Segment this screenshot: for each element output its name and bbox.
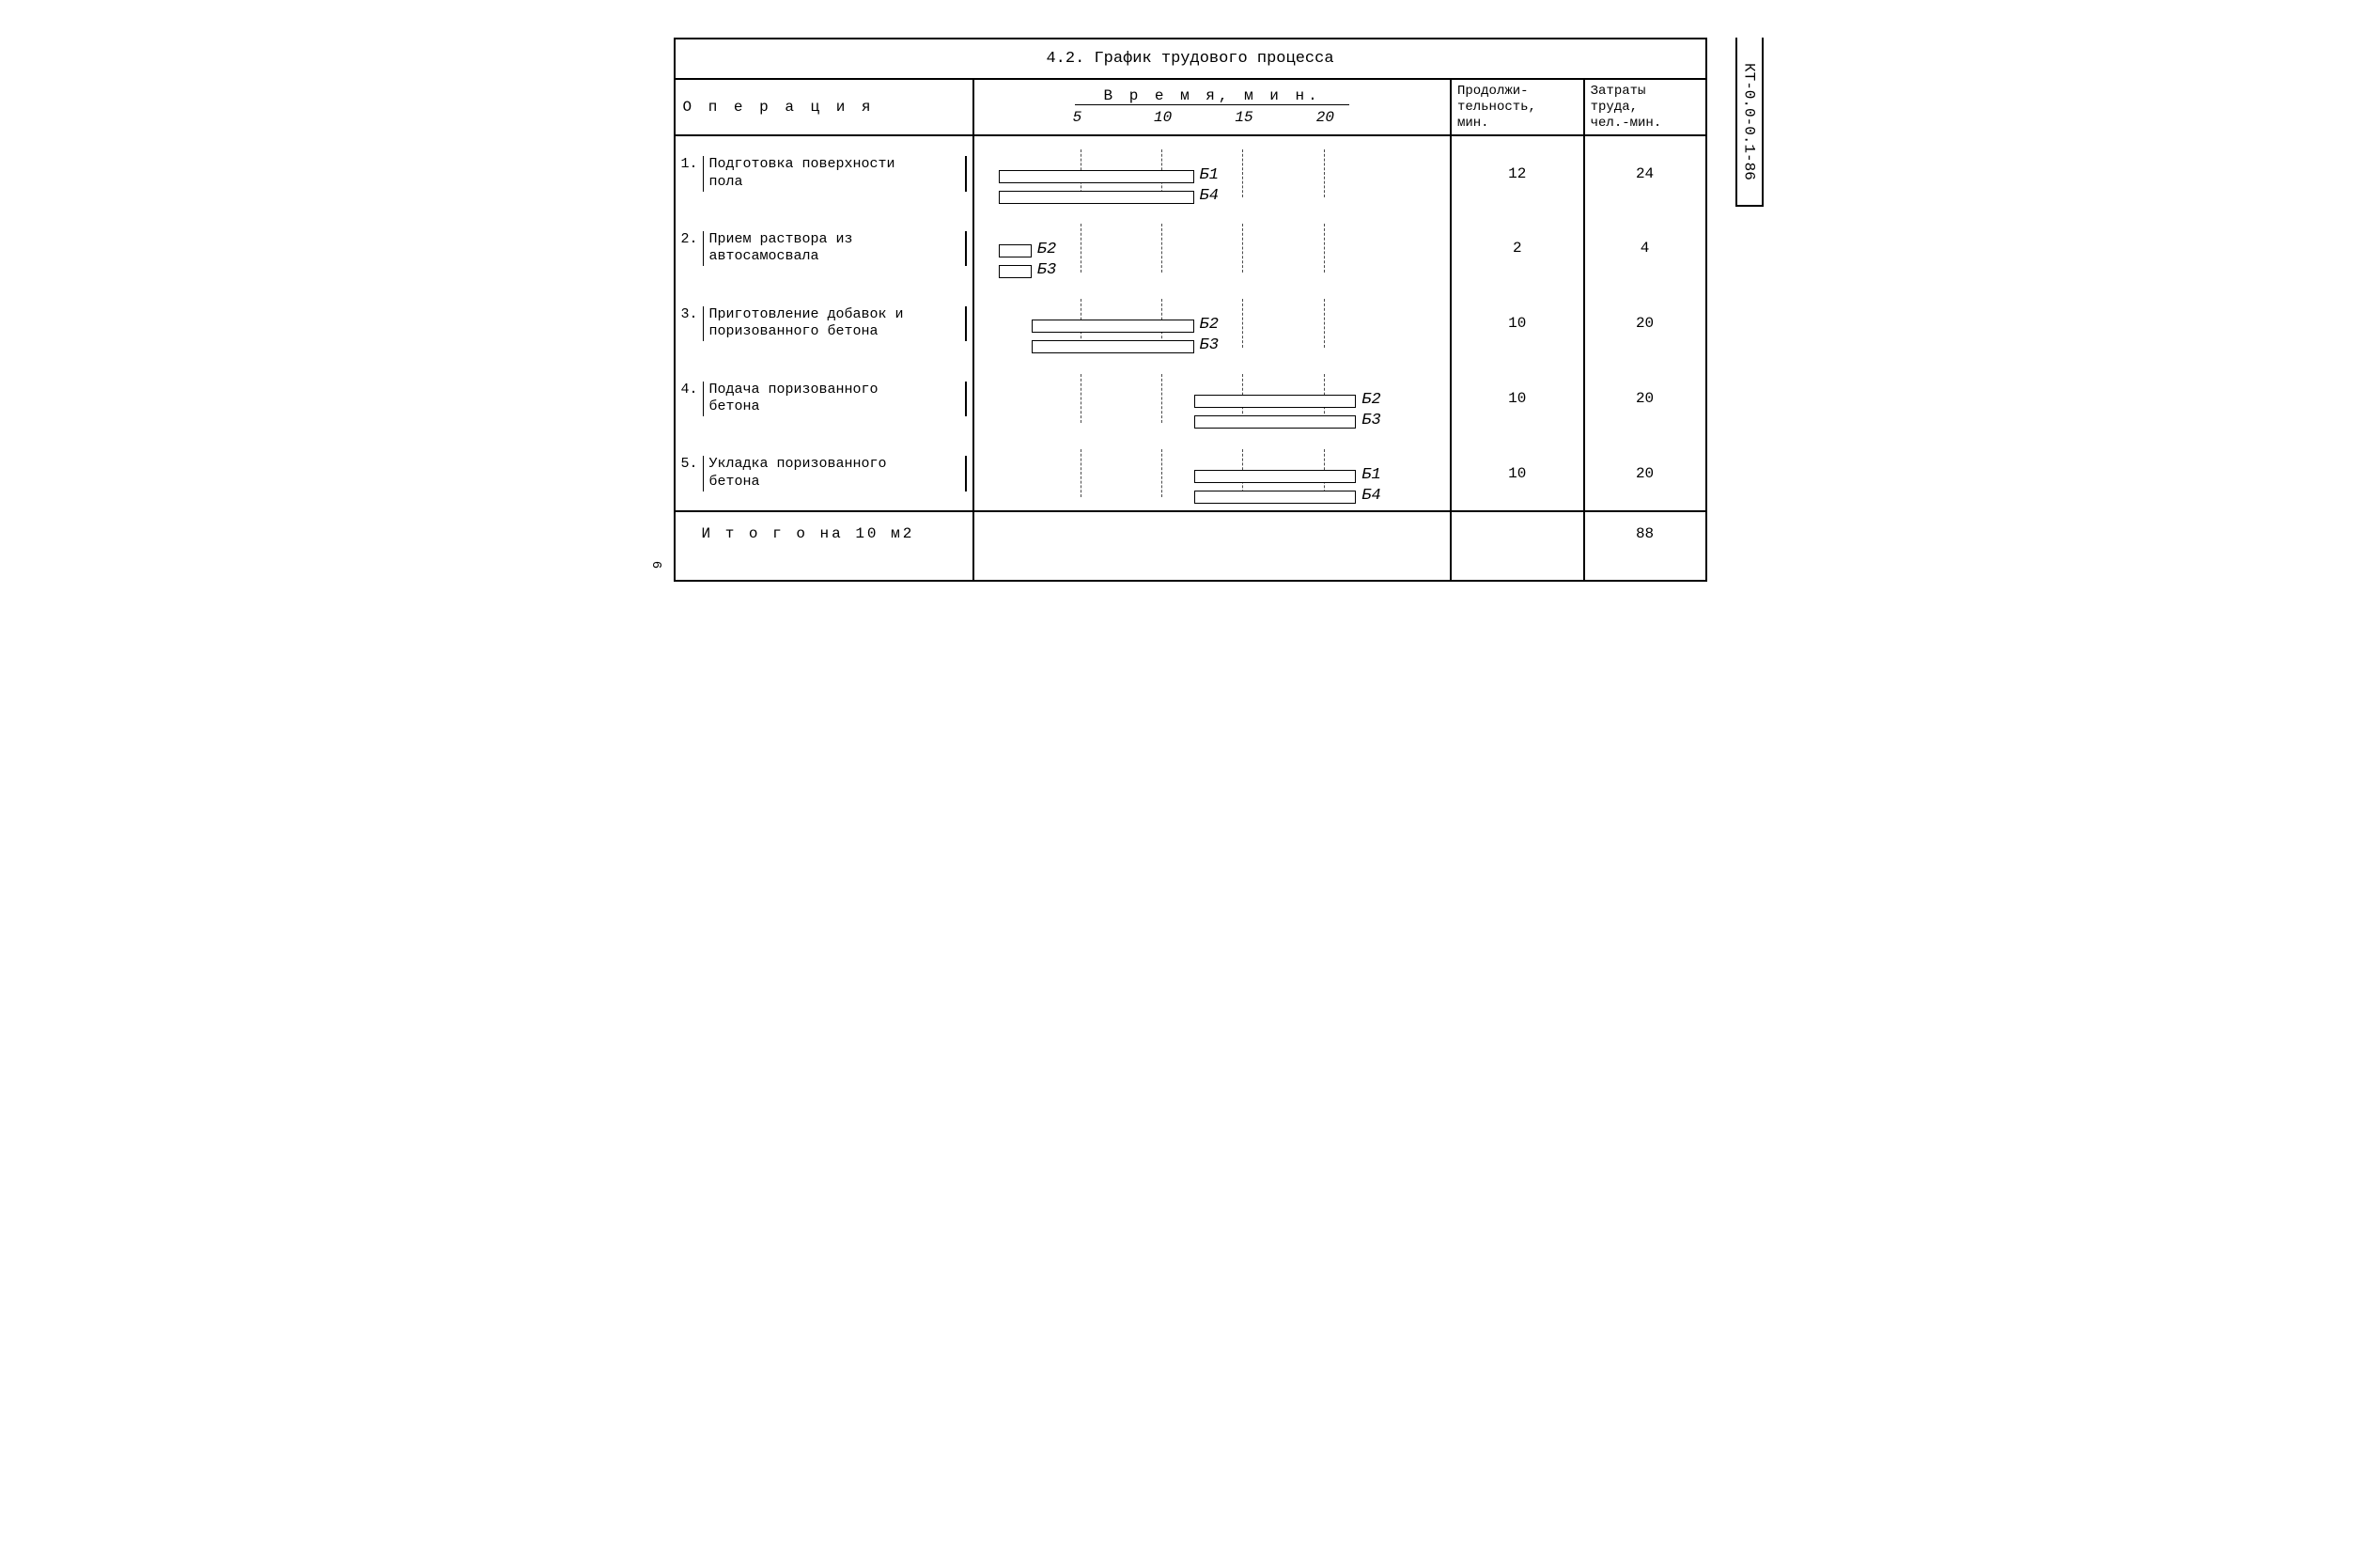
bar-label: Б4 — [1361, 487, 1380, 505]
cost-value: 20 — [1584, 361, 1706, 436]
operation-text: Подготовка поверхности пола — [709, 156, 895, 192]
duration-value: 10 — [1451, 286, 1584, 361]
bar-label: Б1 — [1200, 166, 1219, 184]
duration-value: 10 — [1451, 361, 1584, 436]
page-container: КТ-0.0-0.1-86 9 4.2. График трудового пр… — [674, 38, 1707, 582]
total-row: И т о г о на 10 м2 88 — [675, 511, 1706, 581]
document-code: КТ-0.0-0.1-86 — [1735, 38, 1764, 207]
table-row: 5.Укладка поризованного бетонаБ1Б41020 — [675, 436, 1706, 511]
gantt-bar — [999, 265, 1032, 278]
bar-label: Б2 — [1361, 391, 1380, 409]
cost-value: 20 — [1584, 436, 1706, 511]
header-time: В р е м я, м и н. 5 10 15 20 — [973, 79, 1451, 135]
gantt-bar — [999, 170, 1193, 183]
time-tick: 20 — [1316, 109, 1334, 126]
row-number: 5. — [681, 456, 704, 491]
gantt-cell: Б1Б4 — [973, 436, 1451, 511]
time-tick: 15 — [1235, 109, 1252, 126]
grid-line — [1324, 299, 1325, 348]
row-number: 1. — [681, 156, 704, 192]
row-number: 3. — [681, 306, 704, 342]
header-row: О п е р а ц и я В р е м я, м и н. 5 10 15 2… — [675, 79, 1706, 135]
bar-label: Б3 — [1037, 261, 1056, 279]
time-tick: 10 — [1154, 109, 1172, 126]
bar-label: Б1 — [1361, 466, 1380, 484]
gantt-bar — [1194, 395, 1357, 408]
operation-cell: 4.Подача поризованного бетона — [681, 382, 968, 417]
operation-cell: 1.Подготовка поверхности пола — [681, 156, 968, 192]
bar-label: Б2 — [1200, 316, 1219, 334]
operation-text: Укладка поризованного бетона — [709, 456, 887, 491]
table-row: 1.Подготовка поверхности полаБ1Б41224 — [675, 135, 1706, 211]
bar-label: Б2 — [1037, 241, 1056, 258]
time-tick: 5 — [1073, 109, 1082, 126]
table-row: 3.Приготовление добавок и поризованного … — [675, 286, 1706, 361]
operation-text: Приготовление добавок и поризованного бе… — [709, 306, 904, 342]
grid-line — [1242, 224, 1243, 273]
grid-line — [1161, 224, 1162, 273]
operation-cell: 5.Укладка поризованного бетона — [681, 456, 968, 491]
total-cost: 88 — [1584, 511, 1706, 581]
duration-value: 2 — [1451, 211, 1584, 286]
gantt-bar — [999, 244, 1032, 257]
gantt-bar — [999, 191, 1193, 204]
gantt-cell: Б2Б3 — [973, 361, 1451, 436]
bar-label: Б4 — [1200, 187, 1219, 205]
operation-text: Подача поризованного бетона — [709, 382, 879, 417]
operation-cell: 2.Прием раствора из автосамосвала — [681, 231, 968, 267]
row-number: 2. — [681, 231, 704, 267]
gantt-cell: Б1Б4 — [973, 135, 1451, 211]
table-row: 4.Подача поризованного бетонаБ2Б31020 — [675, 361, 1706, 436]
time-header-label: В р е м я, м и н. — [1075, 87, 1348, 105]
grid-line — [1242, 299, 1243, 348]
header-cost: Затраты труда, чел.-мин. — [1584, 79, 1706, 135]
operation-cell: 3.Приготовление добавок и поризованного … — [681, 306, 968, 342]
labor-process-table: 4.2. График трудового процесса О п е р а… — [674, 38, 1707, 582]
duration-value: 12 — [1451, 135, 1584, 211]
grid-line — [1242, 149, 1243, 197]
gantt-bar — [1032, 340, 1194, 353]
gantt-bar — [1032, 320, 1194, 333]
row-number: 4. — [681, 382, 704, 417]
header-operation: О п е р а ц и я — [675, 79, 974, 135]
gantt-bar — [1194, 470, 1357, 483]
table-title: 4.2. График трудового процесса — [677, 40, 1704, 68]
cost-value: 20 — [1584, 286, 1706, 361]
total-label: И т о г о на 10 м2 — [683, 525, 915, 542]
grid-line — [1161, 374, 1162, 423]
grid-line — [1324, 224, 1325, 273]
cost-value: 4 — [1584, 211, 1706, 286]
gantt-cell: Б2Б3 — [973, 286, 1451, 361]
table-row: 2.Прием раствора из автосамосвалаБ2Б324 — [675, 211, 1706, 286]
cost-value: 24 — [1584, 135, 1706, 211]
bar-label: Б3 — [1361, 412, 1380, 429]
duration-value: 10 — [1451, 436, 1584, 511]
grid-line — [1161, 449, 1162, 497]
time-scale: 5 10 15 20 — [980, 109, 1444, 128]
page-number: 9 — [651, 561, 666, 569]
grid-line — [1324, 149, 1325, 197]
bar-label: Б3 — [1200, 336, 1219, 354]
gantt-bar — [1194, 491, 1357, 504]
operation-text: Прием раствора из автосамосвала — [709, 231, 853, 267]
header-duration: Продолжи- тельность, мин. — [1451, 79, 1584, 135]
gantt-bar — [1194, 415, 1357, 429]
gantt-cell: Б2Б3 — [973, 211, 1451, 286]
